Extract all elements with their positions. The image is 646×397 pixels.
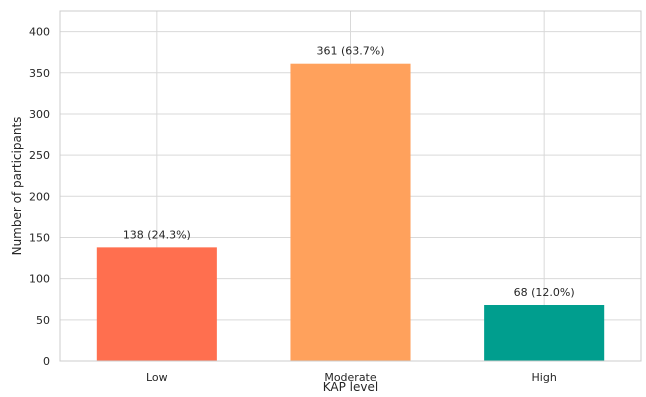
y-tick-label: 100 [29,273,50,286]
y-tick-label: 150 [29,231,50,244]
x-tick-label: High [532,371,557,384]
y-axis-label: Number of participants [10,117,24,256]
y-tick-label: 400 [29,26,50,39]
y-tick-label: 0 [43,355,50,368]
y-tick-label: 250 [29,149,50,162]
bar-moderate [290,63,411,362]
x-tick-label: Moderate [324,371,377,384]
bar-value-label: 138 (24.3%) [123,228,191,241]
y-tick-label: 350 [29,67,50,80]
bar-low [96,247,217,361]
bar-high [484,305,605,361]
y-axis-ticks: 0 50 100 150 200 250 300 350 400 [29,26,50,368]
y-tick-label: 300 [29,108,50,121]
y-tick-label: 200 [29,190,50,203]
x-tick-label: Low [146,371,168,384]
plot-frame [59,10,642,362]
bars [96,63,605,362]
bar-value-label: 361 (63.7%) [316,45,384,58]
bar-value-label: 68 (12.0%) [514,286,575,299]
y-tick-label: 50 [36,314,50,327]
x-axis-ticks: Low Moderate High [146,371,557,384]
data-labels: 138 (24.3%) 361 (63.7%) 68 (12.0%) [123,45,575,299]
x-axis-label: KAP level [323,380,378,394]
